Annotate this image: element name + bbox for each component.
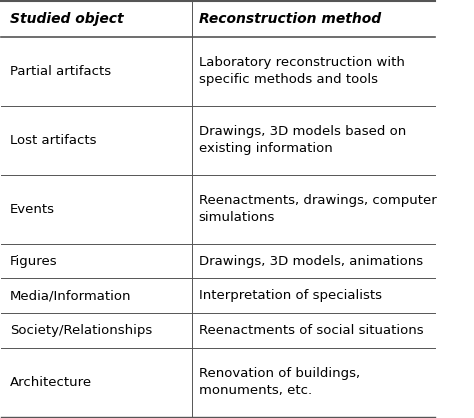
Text: Interpretation of specialists: Interpretation of specialists: [199, 289, 382, 302]
Text: Society/Relationships: Society/Relationships: [10, 324, 152, 337]
Text: Media/Information: Media/Information: [10, 289, 132, 302]
Text: Events: Events: [10, 203, 55, 216]
Text: Reconstruction method: Reconstruction method: [199, 12, 381, 26]
Text: Figures: Figures: [10, 255, 58, 268]
Text: Reenactments, drawings, computer
simulations: Reenactments, drawings, computer simulat…: [199, 194, 437, 224]
Text: Lost artifacts: Lost artifacts: [10, 134, 97, 147]
Text: Studied object: Studied object: [10, 12, 124, 26]
Text: Reenactments of social situations: Reenactments of social situations: [199, 324, 423, 337]
Text: Drawings, 3D models, animations: Drawings, 3D models, animations: [199, 255, 423, 268]
Text: Renovation of buildings,
monuments, etc.: Renovation of buildings, monuments, etc.: [199, 367, 360, 397]
Text: Laboratory reconstruction with
specific methods and tools: Laboratory reconstruction with specific …: [199, 56, 405, 86]
Text: Architecture: Architecture: [10, 375, 92, 389]
Text: Drawings, 3D models based on
existing information: Drawings, 3D models based on existing in…: [199, 125, 406, 155]
Text: Partial artifacts: Partial artifacts: [10, 65, 111, 78]
